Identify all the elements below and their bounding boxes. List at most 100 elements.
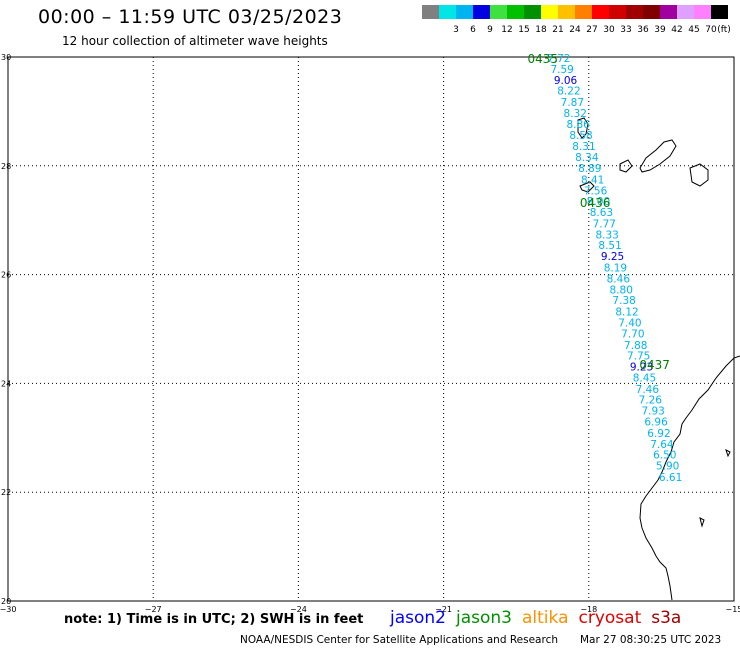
plot-frame	[7, 56, 735, 602]
lat-tick-label: 20	[1, 597, 11, 606]
legend-label: 15	[518, 25, 529, 35]
lon-tick-label: −15	[726, 605, 740, 614]
legend-label: 45	[688, 25, 699, 35]
legend-swatch	[677, 5, 694, 19]
lon-tick-label: −21	[435, 605, 452, 614]
legend-swatch	[524, 5, 541, 19]
credit-date: Mar 27 08:30:25 UTC 2023	[580, 634, 722, 646]
lon-tick-label: −27	[145, 605, 162, 614]
wave-height-label: 7.64	[650, 439, 674, 451]
island-el-hierro	[579, 181, 595, 193]
wave-height-label: 6.61	[659, 472, 682, 484]
lon-tick-label: −30	[0, 605, 16, 614]
pass-time-labels: 0435 0436 0437	[528, 52, 670, 372]
island-tenerife	[639, 139, 677, 173]
satellite-name-jason3: jason3	[456, 608, 512, 628]
wave-height-label: 8.32	[564, 108, 587, 120]
pass-time-label: 0436	[580, 196, 611, 210]
legend-label: 9	[487, 25, 493, 35]
satellite-name-jason2: jason2	[390, 608, 446, 628]
wave-height-label: 8.86	[566, 119, 590, 131]
wave-height-label: 8.51	[598, 240, 621, 252]
island-la-palma	[577, 117, 589, 139]
legend-label: 12	[501, 25, 512, 35]
legend-label: 39	[654, 25, 666, 35]
wave-height-label: 9.06	[554, 75, 578, 87]
wave-height-label: 8.19	[604, 263, 627, 275]
coastline	[577, 117, 740, 601]
satellite-legend: jason2 jason3 altika cryosat s3a	[390, 608, 691, 628]
legend-label: 24	[569, 25, 581, 35]
lat-tick-label: 24	[1, 379, 11, 388]
legend-swatch	[422, 5, 439, 19]
map-title: 00:00 – 11:59 UTC 03/25/2023	[38, 6, 343, 28]
islet-south	[699, 517, 705, 528]
wave-height-label: 8.80	[610, 284, 633, 296]
wave-height-label: 8.12	[615, 307, 638, 319]
legend-label: 36	[637, 25, 649, 35]
legend-swatch	[609, 5, 626, 19]
legend-swatch	[711, 5, 728, 19]
wave-height-label: 7.56	[584, 185, 608, 197]
legend-swatch	[592, 5, 609, 19]
legend-label: 30	[603, 25, 615, 35]
legend-swatch	[643, 5, 660, 19]
legend-swatch	[575, 5, 592, 19]
legend-label: 18	[535, 25, 547, 35]
lat-lon-grid: −30 −27 −24 −21 −18 −15 30 28 26 24 22 20	[0, 53, 740, 614]
legend-swatch	[660, 5, 677, 19]
wave-height-label: 7.77	[593, 218, 616, 230]
wave-height-label: 7.75	[627, 351, 650, 363]
wave-height-label: 7.40	[618, 317, 641, 329]
island-la-gomera	[619, 159, 633, 173]
lat-tick-label: 22	[1, 488, 11, 497]
island-gran-canaria	[689, 163, 709, 187]
wave-height-label: 9.25	[601, 251, 624, 263]
pass-time-label: 0437	[639, 358, 670, 372]
lon-tick-label: −18	[580, 605, 597, 614]
coastline-africa	[639, 355, 740, 601]
wave-height-label: 8.31	[572, 141, 595, 153]
wave-height-label: 6.50	[653, 450, 676, 462]
wave-height-label: 8.41	[581, 174, 604, 186]
wave-height-label: 7.87	[561, 97, 584, 109]
credit-line: NOAA/NESDIS Center for Satellite Applica…	[240, 634, 558, 646]
wave-height-label: 8.34	[575, 152, 599, 164]
wave-height-label: 9.23	[630, 362, 653, 374]
wave-height-label: 7.88	[624, 340, 647, 352]
wave-height-label: 7.26	[639, 395, 663, 407]
legend-swatch	[473, 5, 490, 19]
legend-swatch	[456, 5, 473, 19]
lat-tick-label: 26	[1, 271, 11, 280]
wave-height-label: 8.45	[633, 372, 656, 384]
wave-height-label: 7.72	[547, 53, 570, 65]
wave-height-track: 7.727.599.068.227.878.328.868.588.318.34…	[547, 53, 682, 484]
satellite-name-cryosat: cryosat	[578, 608, 642, 628]
legend-label: 27	[586, 25, 597, 35]
wave-height-label: 7.38	[612, 295, 635, 307]
wave-height-label: 5.90	[656, 461, 679, 473]
legend-swatch	[558, 5, 575, 19]
satellite-name-s3a: s3a	[651, 608, 682, 628]
wave-height-label: 8.22	[557, 86, 580, 98]
legend-unit: (ft)	[717, 25, 731, 35]
wave-height-label: 6.96	[644, 416, 668, 428]
legend-swatch	[507, 5, 524, 19]
wave-height-label: 7.93	[641, 406, 664, 418]
footer-note: note: 1) Time is in UTC; 2) SWH is in fe…	[64, 612, 364, 627]
wave-height-label: 7.46	[636, 384, 660, 396]
wave-height-label: 8.89	[578, 163, 601, 175]
legend-label: 70	[705, 25, 717, 35]
wave-height-label: 8.63	[590, 207, 613, 219]
wave-height-label: 6.92	[647, 428, 670, 440]
lat-tick-label: 30	[1, 53, 11, 62]
legend-swatch	[541, 5, 558, 19]
pass-time-label: 0435	[528, 52, 559, 66]
wave-height-label: 8.33	[595, 229, 618, 241]
lon-tick-label: −24	[290, 605, 307, 614]
legend-swatch	[439, 5, 456, 19]
wave-height-label: 8.58	[569, 130, 592, 142]
legend-swatch	[694, 5, 711, 19]
legend-label: 6	[470, 25, 476, 35]
